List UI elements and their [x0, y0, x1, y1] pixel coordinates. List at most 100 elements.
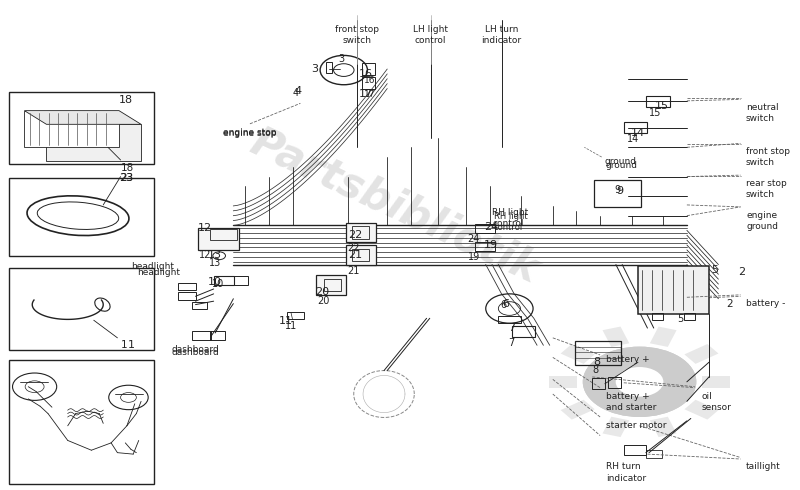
- Text: 10: 10: [208, 277, 222, 287]
- Text: 6: 6: [501, 300, 507, 310]
- Bar: [192, 302, 206, 309]
- Text: 9: 9: [614, 185, 621, 196]
- Bar: [210, 229, 238, 240]
- Polygon shape: [684, 344, 718, 364]
- Text: 16: 16: [363, 76, 375, 85]
- Text: 21: 21: [347, 266, 359, 275]
- Text: 24: 24: [468, 234, 480, 244]
- Text: dashboard: dashboard: [172, 347, 219, 357]
- Text: rear stop
switch: rear stop switch: [746, 179, 786, 199]
- Bar: [324, 279, 342, 292]
- Text: 9: 9: [616, 186, 623, 196]
- Bar: [512, 326, 535, 337]
- Bar: [287, 313, 304, 319]
- Text: engine stop: engine stop: [223, 129, 277, 138]
- Circle shape: [616, 367, 663, 396]
- Polygon shape: [602, 416, 630, 437]
- Text: 7: 7: [508, 323, 515, 333]
- Bar: [592, 378, 605, 389]
- Text: 21: 21: [349, 250, 362, 260]
- Bar: [346, 245, 376, 265]
- Text: 2: 2: [738, 267, 746, 277]
- Text: 19: 19: [484, 240, 498, 250]
- Bar: [316, 275, 346, 295]
- Bar: [652, 314, 663, 320]
- Text: taillight: taillight: [746, 463, 781, 471]
- Bar: [352, 226, 369, 239]
- Text: 16: 16: [359, 69, 373, 79]
- Polygon shape: [684, 400, 718, 419]
- Text: 18: 18: [119, 95, 133, 104]
- Bar: [346, 222, 376, 242]
- Bar: [498, 316, 522, 323]
- Bar: [475, 224, 495, 233]
- Text: 23: 23: [119, 172, 133, 183]
- Text: neutral
switch: neutral switch: [746, 103, 778, 123]
- Text: 22: 22: [349, 230, 362, 240]
- Polygon shape: [702, 376, 730, 388]
- Bar: [9, 177, 154, 256]
- Text: 11: 11: [279, 316, 294, 326]
- Text: starter motor: starter motor: [606, 421, 667, 430]
- Text: dashboard: dashboard: [172, 345, 219, 354]
- Bar: [646, 450, 662, 458]
- Text: LH turn
indicator: LH turn indicator: [482, 25, 522, 45]
- Text: Partsbibliotik: Partsbibliotik: [244, 121, 546, 291]
- Text: 8: 8: [592, 365, 598, 375]
- Text: LH light
control: LH light control: [413, 25, 448, 45]
- Text: 1: 1: [121, 340, 127, 350]
- Bar: [9, 92, 154, 164]
- Text: headlight: headlight: [137, 269, 180, 277]
- Bar: [326, 62, 332, 73]
- Text: 11: 11: [285, 321, 297, 331]
- Text: 17: 17: [359, 89, 373, 98]
- Text: 2: 2: [726, 299, 733, 309]
- Text: front stop
switch: front stop switch: [335, 25, 379, 45]
- Text: 10: 10: [212, 279, 224, 289]
- Bar: [214, 276, 234, 285]
- Text: 13: 13: [208, 250, 222, 260]
- Bar: [638, 267, 709, 315]
- Text: headlight: headlight: [131, 262, 174, 271]
- Text: RH turn
indicator: RH turn indicator: [606, 463, 646, 483]
- Text: 14: 14: [631, 128, 645, 138]
- Bar: [178, 293, 195, 300]
- Bar: [191, 331, 211, 340]
- Bar: [198, 228, 239, 250]
- Bar: [575, 341, 621, 365]
- Text: 6: 6: [502, 299, 509, 309]
- Polygon shape: [549, 376, 578, 388]
- Text: 22: 22: [347, 243, 359, 253]
- Bar: [362, 77, 374, 89]
- Circle shape: [582, 346, 696, 417]
- Bar: [9, 268, 154, 350]
- Text: oil
sensor: oil sensor: [701, 392, 731, 412]
- Text: battery -: battery -: [746, 299, 786, 308]
- Text: 20: 20: [314, 287, 329, 296]
- Polygon shape: [650, 416, 677, 437]
- Bar: [362, 63, 374, 75]
- Circle shape: [616, 367, 663, 396]
- Text: 13: 13: [209, 258, 222, 268]
- Bar: [608, 377, 621, 388]
- Polygon shape: [24, 111, 141, 124]
- Polygon shape: [650, 326, 677, 347]
- Text: 15: 15: [654, 101, 669, 111]
- Bar: [646, 97, 670, 107]
- Bar: [9, 360, 154, 485]
- Text: 18: 18: [121, 163, 134, 173]
- Text: 17: 17: [363, 90, 375, 98]
- Text: 4: 4: [294, 86, 302, 96]
- Text: 12: 12: [198, 223, 212, 233]
- Text: ground: ground: [604, 157, 636, 166]
- Bar: [234, 276, 248, 285]
- Text: 23: 23: [121, 172, 134, 183]
- Bar: [684, 314, 694, 320]
- Text: 3: 3: [311, 64, 318, 74]
- Text: 4: 4: [293, 88, 298, 98]
- Text: 19: 19: [468, 252, 480, 262]
- Text: 8: 8: [594, 357, 601, 368]
- Polygon shape: [561, 400, 594, 419]
- Text: engine
ground: engine ground: [746, 211, 778, 231]
- Text: RH light
control: RH light control: [492, 208, 528, 228]
